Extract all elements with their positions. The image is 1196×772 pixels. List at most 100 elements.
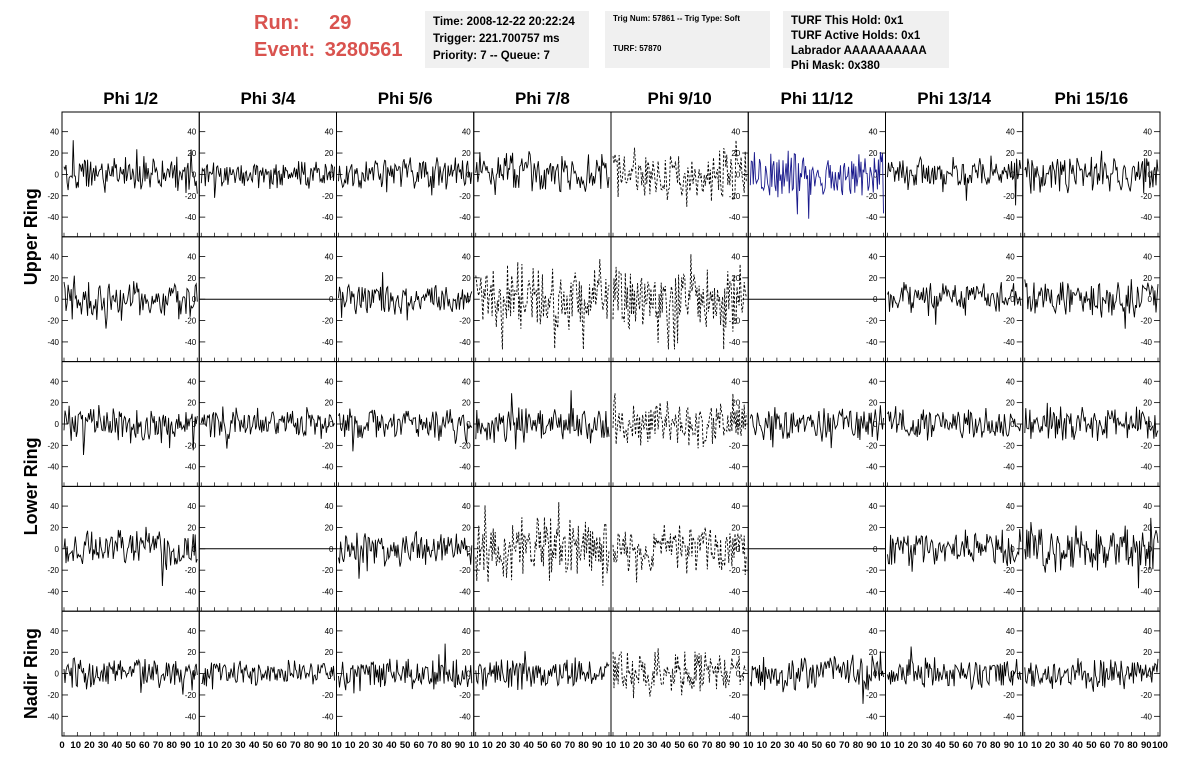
y-tick-label: 20 bbox=[187, 523, 196, 532]
y-tick-label: 40 bbox=[731, 128, 740, 137]
y-tick-label: 40 bbox=[462, 502, 471, 511]
x-tick-label: 80 bbox=[716, 740, 727, 751]
y-tick-label: 0 bbox=[1010, 295, 1015, 304]
y-tick-label: -40 bbox=[322, 712, 334, 721]
y-tick-label: 40 bbox=[1006, 377, 1015, 386]
y-tick-label: 0 bbox=[329, 170, 334, 179]
y-tick-label: 20 bbox=[325, 523, 334, 532]
y-tick-label: 0 bbox=[873, 420, 878, 429]
y-tick-label: -20 bbox=[866, 441, 878, 450]
x-tick-label: 80 bbox=[578, 740, 589, 751]
x-tick-label: 90 bbox=[317, 740, 328, 751]
y-tick-label: -20 bbox=[1140, 192, 1152, 201]
y-tick-label: 20 bbox=[462, 149, 471, 158]
x-tick-label: 50 bbox=[812, 740, 823, 751]
y-tick-label: 40 bbox=[1143, 128, 1152, 137]
y-tick-label: -20 bbox=[185, 691, 197, 700]
y-tick-label: -20 bbox=[729, 192, 741, 201]
x-tick-label: 40 bbox=[249, 740, 260, 751]
waveform-trace bbox=[475, 151, 610, 196]
y-tick-label: 20 bbox=[1006, 274, 1015, 283]
waveform-trace bbox=[475, 651, 610, 691]
x-tick-label: 60 bbox=[139, 740, 150, 751]
y-tick-label: 20 bbox=[325, 399, 334, 408]
waveform-trace bbox=[612, 524, 747, 583]
y-tick-label: -20 bbox=[1140, 691, 1152, 700]
y-tick-label: -40 bbox=[1140, 463, 1152, 472]
y-tick-label: 0 bbox=[192, 170, 197, 179]
y-tick-label: 0 bbox=[55, 420, 60, 429]
x-tick-label: 90 bbox=[180, 740, 191, 751]
column-title: Phi 15/16 bbox=[1055, 89, 1129, 108]
y-tick-label: -20 bbox=[322, 192, 334, 201]
run-row: Run: 29 bbox=[254, 10, 403, 37]
y-tick-label: -40 bbox=[1003, 588, 1015, 597]
y-tick-label: -20 bbox=[866, 691, 878, 700]
y-tick-label: -20 bbox=[729, 317, 741, 326]
waveform-trace bbox=[1024, 402, 1159, 442]
x-tick-label: 10 bbox=[757, 740, 768, 751]
x-tick-label: 100 bbox=[1152, 740, 1168, 751]
y-tick-label: -20 bbox=[866, 192, 878, 201]
x-tick-label: 10 bbox=[1017, 740, 1028, 751]
y-tick-label: -40 bbox=[729, 338, 741, 347]
y-tick-label: -40 bbox=[729, 588, 741, 597]
y-tick-label: -40 bbox=[459, 588, 471, 597]
x-tick-label: 70 bbox=[702, 740, 713, 751]
waveform-panel bbox=[610, 361, 749, 487]
x-tick-label: 20 bbox=[1045, 740, 1056, 751]
x-tick-label: 20 bbox=[496, 740, 507, 751]
waveform-trace bbox=[887, 406, 1022, 441]
y-tick-label: -40 bbox=[1003, 213, 1015, 222]
y-tick-label: 0 bbox=[873, 170, 878, 179]
y-tick-label: 0 bbox=[1148, 295, 1153, 304]
waveform-panel bbox=[473, 111, 612, 238]
y-tick-label: 40 bbox=[187, 252, 196, 261]
waveform-trace bbox=[201, 659, 335, 690]
y-tick-label: -20 bbox=[185, 441, 197, 450]
x-tick-label: 90 bbox=[1141, 740, 1152, 751]
y-tick-label: 20 bbox=[325, 274, 334, 283]
x-tick-label: 60 bbox=[414, 740, 425, 751]
x-tick-label: 40 bbox=[523, 740, 534, 751]
x-tick-label: 40 bbox=[1072, 740, 1083, 751]
y-tick-label: -40 bbox=[185, 588, 197, 597]
ring-label: Upper Ring bbox=[21, 188, 41, 285]
waveform-trace bbox=[338, 643, 473, 694]
y-tick-label: 40 bbox=[1143, 627, 1152, 636]
column-title: Phi 3/4 bbox=[240, 89, 295, 108]
y-tick-label: 0 bbox=[1010, 670, 1015, 679]
y-tick-label: 40 bbox=[325, 128, 334, 137]
y-tick-label: 0 bbox=[1010, 170, 1015, 179]
y-tick-label: -40 bbox=[459, 463, 471, 472]
x-tick-label: 20 bbox=[908, 740, 919, 751]
waveform-trace bbox=[887, 529, 1022, 572]
turf-active-line: TURF Active Holds: 0x1 bbox=[791, 30, 921, 42]
y-tick-label: 40 bbox=[462, 627, 471, 636]
x-tick-label: 30 bbox=[372, 740, 383, 751]
x-tick-label: 50 bbox=[1086, 740, 1097, 751]
y-tick-label: -20 bbox=[1140, 566, 1152, 575]
x-tick-label: 70 bbox=[1114, 740, 1125, 751]
event-label: Event: bbox=[254, 39, 316, 61]
y-tick-label: 0 bbox=[1010, 420, 1015, 429]
turf-hold-line: TURF This Hold: 0x1 bbox=[791, 15, 904, 27]
x-tick-label: 10 bbox=[894, 740, 905, 751]
y-tick-label: 20 bbox=[325, 648, 334, 657]
y-tick-label: -40 bbox=[866, 338, 878, 347]
waveform-panel bbox=[198, 610, 337, 737]
y-tick-label: 0 bbox=[736, 670, 741, 679]
y-tick-label: -40 bbox=[47, 213, 59, 222]
y-tick-label: 40 bbox=[50, 377, 59, 386]
y-tick-label: -40 bbox=[47, 463, 59, 472]
y-tick-label: 20 bbox=[187, 149, 196, 158]
x-tick-label: 50 bbox=[949, 740, 960, 751]
waveform-trace bbox=[749, 150, 884, 219]
waveform-trace bbox=[612, 254, 747, 350]
time-line: Time: 2008-12-22 20:22:24 bbox=[433, 16, 575, 28]
waveform-trace bbox=[1024, 279, 1159, 329]
y-tick-label: 40 bbox=[187, 627, 196, 636]
x-tick-label: 40 bbox=[661, 740, 672, 751]
ring-label: Nadir Ring bbox=[21, 628, 41, 719]
